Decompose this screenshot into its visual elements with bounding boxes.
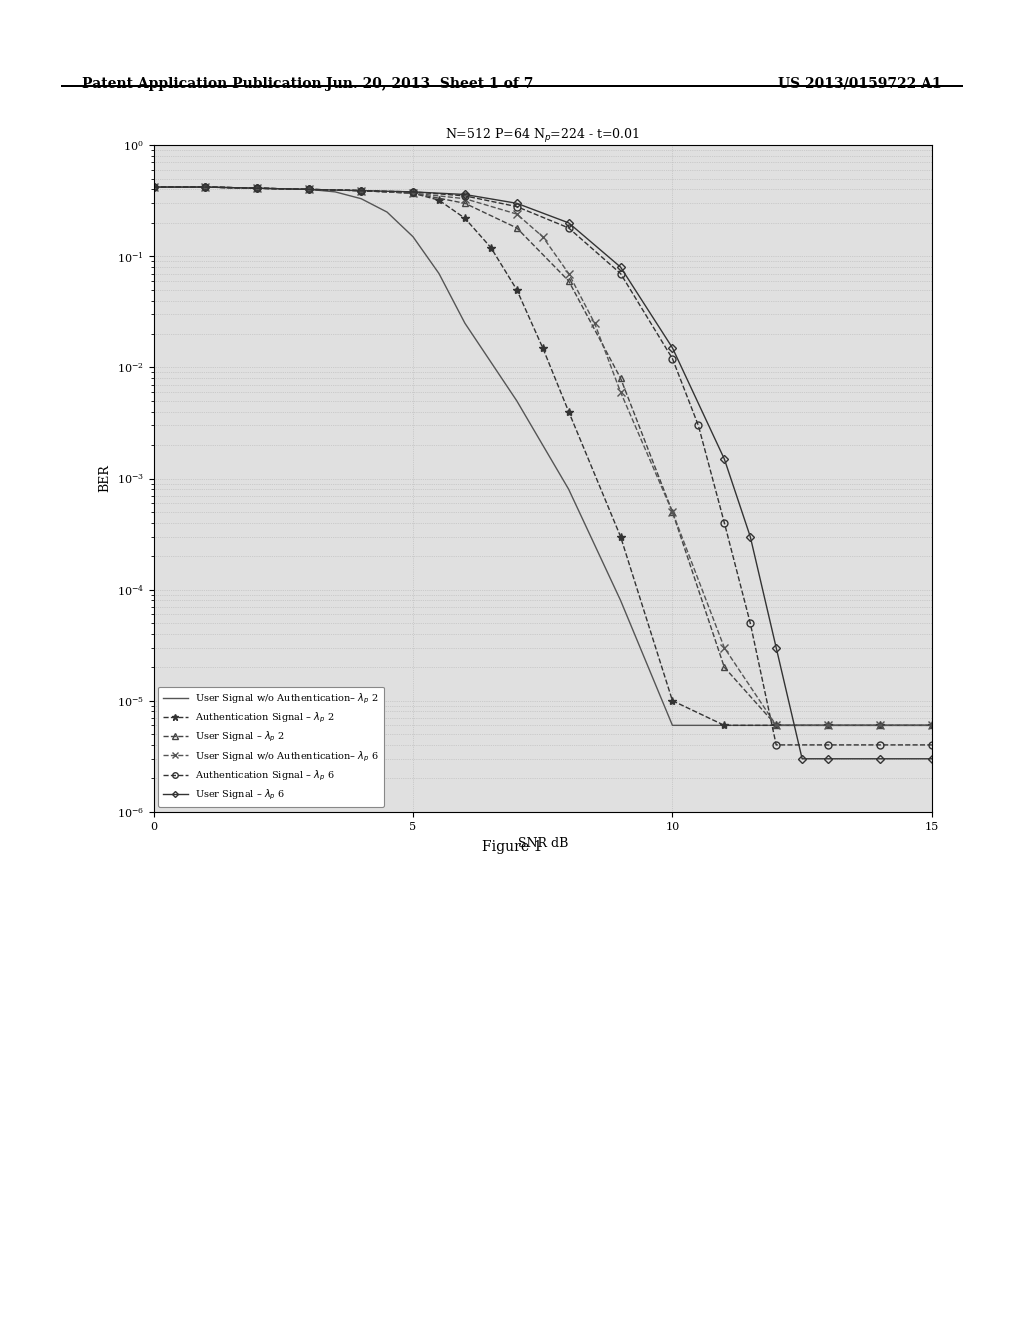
X-axis label: SNR dB: SNR dB xyxy=(517,837,568,850)
Legend: User Signal w/o Authentication– $\lambda_p$ 2, Authentication Signal – $\lambda_: User Signal w/o Authentication– $\lambda… xyxy=(159,686,384,807)
Text: Figure 1: Figure 1 xyxy=(482,841,542,854)
Text: US 2013/0159722 A1: US 2013/0159722 A1 xyxy=(778,77,942,91)
Text: Jun. 20, 2013  Sheet 1 of 7: Jun. 20, 2013 Sheet 1 of 7 xyxy=(327,77,534,91)
Title: N=512 P=64 N$_p$=224 - t=0.01: N=512 P=64 N$_p$=224 - t=0.01 xyxy=(445,127,640,145)
Y-axis label: BER: BER xyxy=(98,465,111,492)
Text: Patent Application Publication: Patent Application Publication xyxy=(82,77,322,91)
